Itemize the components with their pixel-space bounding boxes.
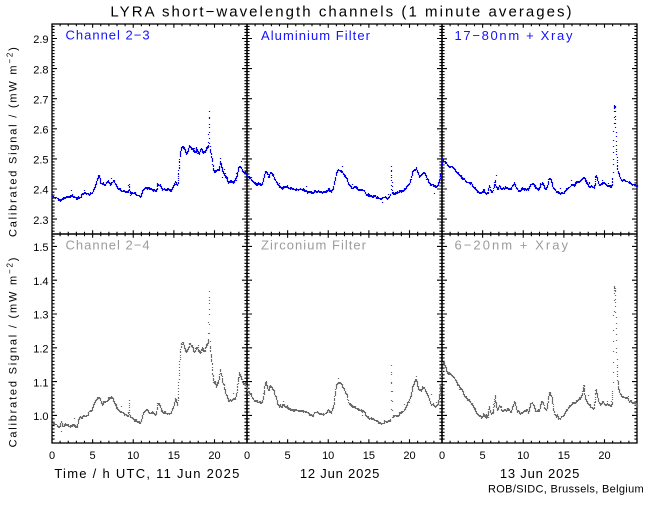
svg-text:2.8: 2.8 [33,64,48,76]
svg-text:10: 10 [322,450,334,462]
svg-text:1.2: 1.2 [33,344,48,356]
svg-text:15: 15 [363,450,375,462]
svg-text:20: 20 [208,450,220,462]
svg-text:1.4: 1.4 [33,276,48,288]
svg-text:20: 20 [598,450,610,462]
svg-text:17−80nm + Xray: 17−80nm + Xray [455,28,575,43]
svg-text:Time / h UTC, 11 Jun 2025: Time / h UTC, 11 Jun 2025 [54,466,240,481]
svg-text:15: 15 [168,450,180,462]
svg-text:2.9: 2.9 [33,34,48,46]
svg-text:2.5: 2.5 [33,155,48,167]
svg-text:2.3: 2.3 [33,215,48,227]
svg-text:Channel 2−3: Channel 2−3 [66,28,151,43]
svg-text:2.7: 2.7 [33,94,48,106]
svg-text:20: 20 [403,450,415,462]
svg-text:Calibrated Signal / (mW m−2): Calibrated Signal / (mW m−2) [6,256,20,448]
svg-text:Calibrated Signal / (mW m−2): Calibrated Signal / (mW m−2) [6,45,20,237]
svg-text:1.3: 1.3 [33,310,48,322]
svg-text:2.4: 2.4 [33,185,48,197]
svg-text:Aluminium Filter: Aluminium Filter [261,28,371,43]
svg-text:5: 5 [480,450,486,462]
svg-text:Channel 2−4: Channel 2−4 [66,237,151,252]
svg-text:0: 0 [49,450,55,462]
svg-text:1.5: 1.5 [33,242,48,254]
svg-text:6−20nm + Xray: 6−20nm + Xray [455,238,571,253]
svg-text:5: 5 [285,450,291,462]
svg-text:0: 0 [244,450,250,462]
svg-text:ROB/SIDC, Brussels, Belgium: ROB/SIDC, Brussels, Belgium [488,483,644,495]
svg-text:1.0: 1.0 [33,411,48,423]
svg-text:1.1: 1.1 [33,377,48,389]
svg-text:12 Jun 2025: 12 Jun 2025 [300,466,380,481]
svg-text:15: 15 [558,450,570,462]
svg-text:Zirconium Filter: Zirconium Filter [261,238,367,253]
svg-text:10: 10 [127,450,139,462]
svg-text:0: 0 [439,450,445,462]
svg-text:5: 5 [90,450,96,462]
svg-text:10: 10 [517,450,529,462]
svg-text:LYRA short−wavelength channels: LYRA short−wavelength channels (1 minute… [110,3,573,20]
svg-text:13 Jun 2025: 13 Jun 2025 [500,466,580,481]
svg-text:2.6: 2.6 [33,125,48,137]
